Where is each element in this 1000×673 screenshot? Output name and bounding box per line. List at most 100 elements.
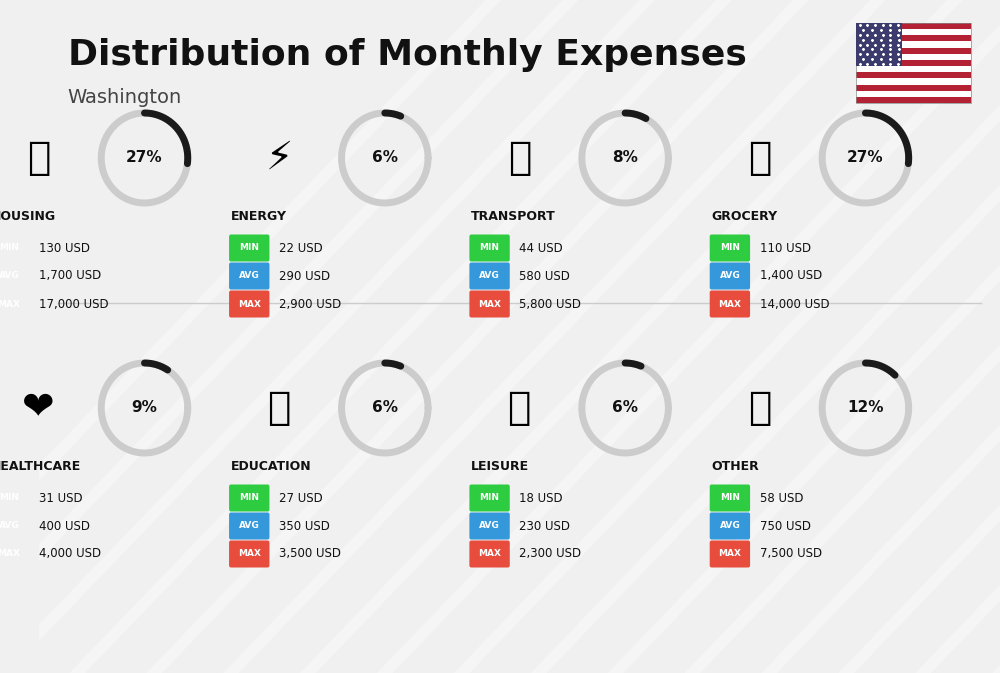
FancyBboxPatch shape [0,513,29,540]
Text: 44 USD: 44 USD [519,242,563,254]
FancyBboxPatch shape [229,262,269,289]
Text: MAX: MAX [0,299,20,308]
Text: 27%: 27% [847,151,884,166]
FancyBboxPatch shape [856,91,971,97]
FancyBboxPatch shape [856,29,971,35]
Text: 3,500 USD: 3,500 USD [279,548,341,561]
FancyBboxPatch shape [469,234,510,262]
Text: 1,700 USD: 1,700 USD [39,269,101,283]
FancyBboxPatch shape [0,234,29,262]
Text: OTHER: OTHER [712,460,759,472]
FancyBboxPatch shape [856,66,971,72]
Text: AVG: AVG [239,522,260,530]
Text: 580 USD: 580 USD [519,269,570,283]
Text: MAX: MAX [718,549,741,559]
FancyBboxPatch shape [0,262,29,289]
Text: Distribution of Monthly Expenses: Distribution of Monthly Expenses [68,38,746,72]
Text: GROCERY: GROCERY [712,209,778,223]
FancyBboxPatch shape [856,78,971,85]
Text: 290 USD: 290 USD [279,269,330,283]
Text: HOUSING: HOUSING [0,209,56,223]
FancyBboxPatch shape [856,48,971,54]
FancyBboxPatch shape [0,540,29,567]
Text: 27 USD: 27 USD [279,491,323,505]
Text: 750 USD: 750 USD [760,520,811,532]
Text: 9%: 9% [132,400,157,415]
Text: MAX: MAX [478,549,501,559]
Text: ENERGY: ENERGY [231,209,287,223]
Text: AVG: AVG [720,271,740,281]
Text: 14,000 USD: 14,000 USD [760,297,829,310]
Text: MAX: MAX [478,299,501,308]
Text: MIN: MIN [239,244,259,252]
Text: AVG: AVG [479,522,500,530]
Text: 27%: 27% [126,151,163,166]
FancyBboxPatch shape [710,513,750,540]
Text: AVG: AVG [479,271,500,281]
FancyBboxPatch shape [856,54,971,60]
FancyBboxPatch shape [469,262,510,289]
Text: LEISURE: LEISURE [471,460,529,472]
Text: TRANSPORT: TRANSPORT [471,209,556,223]
FancyBboxPatch shape [710,540,750,567]
Text: 🛍️: 🛍️ [508,389,531,427]
Text: MAX: MAX [238,549,261,559]
FancyBboxPatch shape [229,291,269,318]
FancyBboxPatch shape [856,23,971,29]
Text: 4,000 USD: 4,000 USD [39,548,101,561]
FancyBboxPatch shape [469,513,510,540]
FancyBboxPatch shape [856,42,971,48]
Text: MIN: MIN [720,493,740,503]
Text: 58 USD: 58 USD [760,491,803,505]
Text: 230 USD: 230 USD [519,520,570,532]
Text: MAX: MAX [718,299,741,308]
Text: 🎓: 🎓 [267,389,291,427]
Text: MAX: MAX [0,549,20,559]
FancyBboxPatch shape [856,35,971,42]
FancyBboxPatch shape [469,485,510,511]
Text: ❤️: ❤️ [22,389,55,427]
Text: 31 USD: 31 USD [39,491,82,505]
Text: 400 USD: 400 USD [39,520,90,532]
Text: 12%: 12% [847,400,884,415]
FancyBboxPatch shape [229,234,269,262]
Text: 6%: 6% [372,151,398,166]
Text: MIN: MIN [0,244,19,252]
FancyBboxPatch shape [469,540,510,567]
Text: 6%: 6% [372,400,398,415]
Text: HEALTHCARE: HEALTHCARE [0,460,81,472]
Text: AVG: AVG [0,271,19,281]
Text: MIN: MIN [480,493,500,503]
FancyBboxPatch shape [229,485,269,511]
Text: 🏢: 🏢 [27,139,50,177]
Text: 2,900 USD: 2,900 USD [279,297,341,310]
FancyBboxPatch shape [710,291,750,318]
Text: EDUCATION: EDUCATION [231,460,312,472]
Text: MIN: MIN [239,493,259,503]
FancyBboxPatch shape [710,234,750,262]
FancyBboxPatch shape [856,60,971,66]
FancyBboxPatch shape [710,262,750,289]
Text: MAX: MAX [238,299,261,308]
FancyBboxPatch shape [856,97,971,103]
Text: 22 USD: 22 USD [279,242,323,254]
FancyBboxPatch shape [0,291,29,318]
FancyBboxPatch shape [469,291,510,318]
Text: 6%: 6% [612,400,638,415]
Text: 17,000 USD: 17,000 USD [39,297,108,310]
Text: 💰: 💰 [748,389,771,427]
FancyBboxPatch shape [856,23,902,66]
FancyBboxPatch shape [229,540,269,567]
Text: 350 USD: 350 USD [279,520,330,532]
Text: 7,500 USD: 7,500 USD [760,548,822,561]
Text: Washington: Washington [68,88,182,107]
Text: MIN: MIN [480,244,500,252]
FancyBboxPatch shape [229,513,269,540]
FancyBboxPatch shape [856,72,971,78]
Text: 130 USD: 130 USD [39,242,90,254]
Text: 8%: 8% [612,151,638,166]
FancyBboxPatch shape [0,485,29,511]
Text: AVG: AVG [720,522,740,530]
Text: 🛒: 🛒 [748,139,771,177]
Text: 18 USD: 18 USD [519,491,563,505]
